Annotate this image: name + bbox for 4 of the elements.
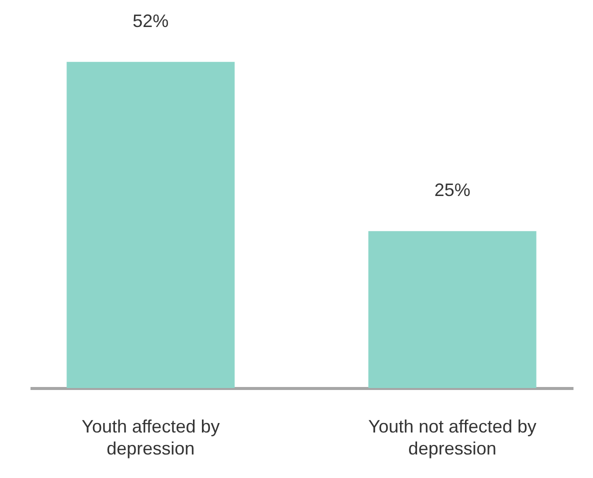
data-label: 52% <box>132 10 169 31</box>
data-label: 25% <box>434 180 470 200</box>
x-tick-label: Youth not affected by depression <box>368 416 536 458</box>
x-tick-label: Youth affected by depression <box>82 416 220 458</box>
